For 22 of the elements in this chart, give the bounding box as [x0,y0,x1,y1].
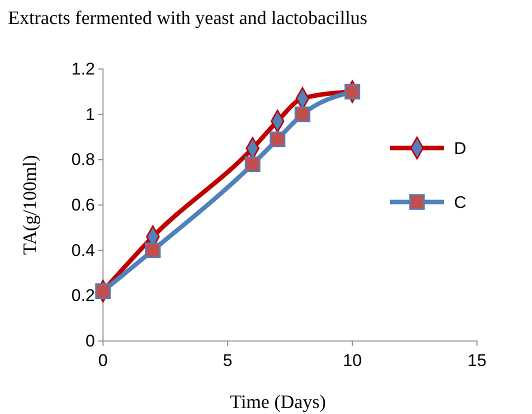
y-tick-label: 1 [86,104,95,124]
chart-title: Extracts fermented with yeast and lactobacillus [8,8,368,29]
x-tick-label: 5 [222,351,232,370]
legend-label: D [454,139,466,158]
legend-label: C [454,193,466,212]
x-tick-label: 15 [468,351,486,370]
point [270,131,286,148]
y-tick-label: 1.2 [71,59,95,78]
y-tick-label: 0.4 [71,240,95,260]
y-tick-label: 0.2 [71,286,95,306]
point [145,242,161,258]
point [95,283,111,299]
x-tick-label: 0 [98,351,108,370]
point [294,106,310,122]
x-tick-label: 10 [342,351,362,370]
point [344,84,360,100]
y-tick-label: 0.8 [71,150,95,170]
y-tick-label: 0.6 [71,195,95,214]
x-axis-title: Time (Days) [230,392,326,413]
y-axis-title: TA(g/100ml) [20,155,41,255]
point [244,156,260,172]
y-tick-label: 0 [86,331,95,350]
